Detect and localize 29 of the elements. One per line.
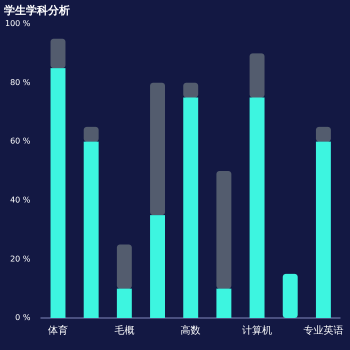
x-tick-label: 专业英语	[303, 324, 344, 337]
bar	[282, 274, 298, 318]
y-tick-label: 60 %	[10, 136, 31, 146]
bar	[50, 68, 66, 318]
bar	[316, 142, 331, 318]
bar	[150, 215, 165, 318]
x-tick-label: 毛概	[114, 324, 134, 337]
bar	[150, 82, 165, 216]
x-tick-label: 计算机	[242, 324, 272, 337]
bar	[216, 171, 232, 289]
bar	[316, 126, 331, 142]
bar	[250, 53, 265, 98]
y-tick-label: 0 %	[15, 313, 31, 322]
bar	[84, 142, 99, 318]
y-tick-label: 40 %	[10, 195, 31, 204]
bar	[250, 98, 265, 318]
bar	[183, 82, 198, 98]
chart-title: 学生学科分析	[4, 3, 70, 18]
y-tick-label: 80 %	[10, 78, 31, 87]
bar	[50, 38, 66, 68]
x-tick-label: 高数	[180, 324, 201, 337]
bar	[116, 288, 132, 318]
y-tick-label: 100 %	[4, 19, 31, 28]
bar	[216, 288, 232, 318]
x-tick-label: 体育	[48, 324, 68, 337]
bar	[84, 126, 99, 142]
bar	[116, 244, 132, 289]
bar	[183, 98, 198, 318]
y-tick-label: 20 %	[10, 254, 31, 264]
